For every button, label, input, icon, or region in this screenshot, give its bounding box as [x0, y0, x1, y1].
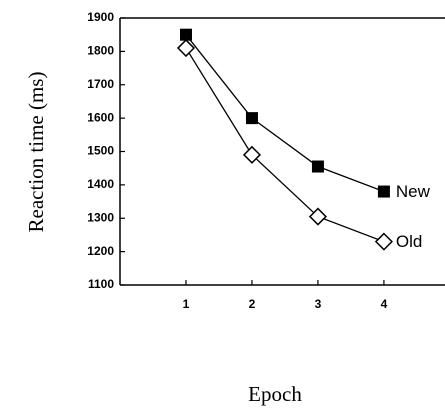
data-point: [242, 145, 262, 164]
data-point: [374, 232, 393, 251]
y-tick-label: 1300: [87, 210, 114, 224]
y-tick-label: 1500: [87, 144, 114, 158]
data-point: [245, 112, 258, 125]
x-tick-label: 1: [183, 297, 190, 311]
legend-label: Old: [396, 232, 422, 251]
series-line: [185, 34, 385, 193]
y-tick-label: 1100: [88, 277, 114, 291]
x-tick-label: 4: [381, 297, 388, 311]
data-point: [308, 207, 327, 226]
legend-label: New: [396, 182, 431, 201]
y-tick-label: 1800: [87, 44, 114, 58]
data-point: [176, 38, 196, 58]
y-axis-title: Reaction time (ms): [24, 72, 48, 233]
y-tick-label: 1600: [87, 110, 114, 124]
data-point: [377, 185, 390, 198]
x-axis-title: Epoch: [248, 382, 302, 406]
data-point: [179, 28, 192, 41]
y-tick-label: 1200: [87, 244, 114, 258]
y-tick-label: 1900: [87, 10, 114, 24]
x-tick-label: 2: [249, 297, 256, 311]
data-point: [311, 160, 324, 173]
series-line: [185, 47, 385, 243]
y-tick-label: 1400: [87, 177, 114, 191]
x-tick-label: 3: [315, 297, 322, 311]
y-tick-label: 1700: [87, 77, 114, 91]
